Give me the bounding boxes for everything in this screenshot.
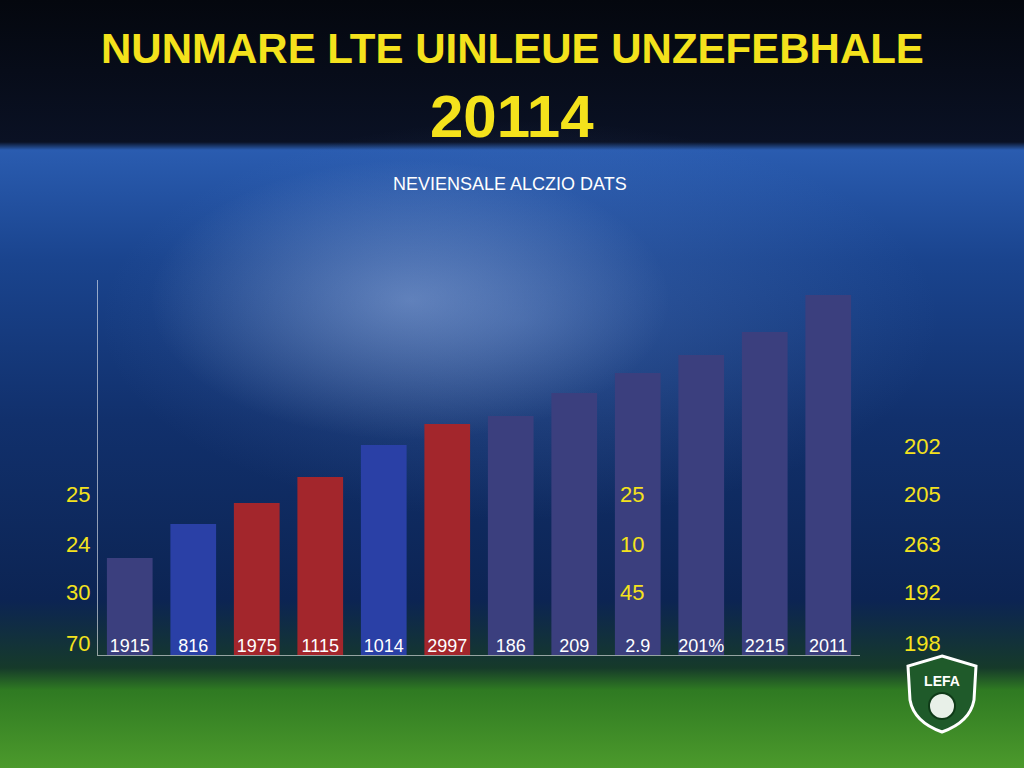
svg-text:1014: 1014 (364, 636, 404, 656)
svg-text:192: 192 (904, 580, 941, 605)
svg-text:816: 816 (178, 636, 208, 656)
svg-text:2.9: 2.9 (625, 636, 650, 656)
svg-text:25: 25 (66, 482, 90, 507)
svg-text:201%: 201% (678, 636, 724, 656)
svg-text:263: 263 (904, 532, 941, 557)
svg-text:20114: 20114 (430, 83, 594, 150)
svg-text:LEFA: LEFA (924, 673, 960, 689)
svg-text:198: 198 (904, 631, 941, 656)
svg-text:1915: 1915 (110, 636, 150, 656)
svg-text:2215: 2215 (745, 636, 785, 656)
svg-text:NEVIENSALE ALCZIO DATS: NEVIENSALE ALCZIO DATS (393, 174, 627, 194)
svg-text:1115: 1115 (302, 636, 339, 656)
svg-text:25: 25 (620, 482, 644, 507)
svg-text:202: 202 (904, 434, 941, 459)
svg-text:1975: 1975 (237, 636, 277, 656)
svg-text:10: 10 (620, 532, 644, 557)
svg-text:2011: 2011 (809, 636, 848, 656)
svg-text:186: 186 (496, 636, 526, 656)
svg-text:2997: 2997 (427, 636, 467, 656)
svg-text:70: 70 (66, 631, 90, 656)
svg-text:24: 24 (66, 532, 90, 557)
svg-text:45: 45 (620, 580, 644, 605)
svg-text:209: 209 (559, 636, 589, 656)
svg-text:205: 205 (904, 482, 941, 507)
svg-text:NUNMARE LTE UINLEUE UNZEFEBHAL: NUNMARE LTE UINLEUE UNZEFEBHALE (101, 25, 924, 72)
svg-text:30: 30 (66, 580, 90, 605)
